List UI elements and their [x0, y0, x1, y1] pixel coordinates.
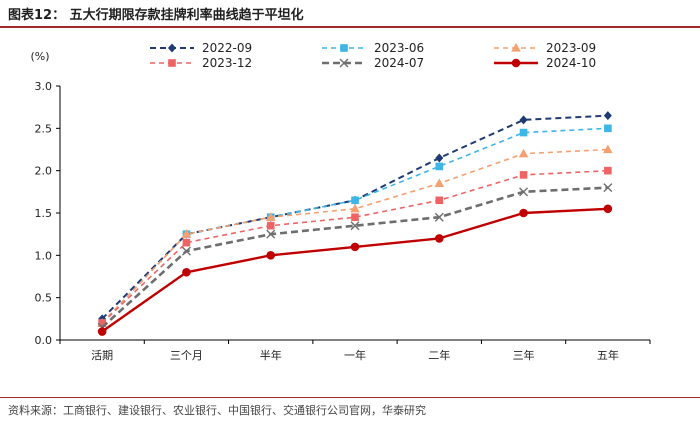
data-point-2024-07 [603, 183, 613, 193]
data-point-2024-10 [97, 327, 107, 336]
x-tick-label: 活期 [91, 349, 113, 362]
y-tick-label: 0.0 [35, 334, 53, 347]
x-tick-label: 二年 [428, 348, 450, 362]
data-point-2023-09 [603, 144, 613, 154]
y-tick-label: 0.5 [35, 292, 53, 305]
data-point-2022-09 [603, 111, 612, 121]
data-point-2024-10 [266, 251, 276, 260]
x-tick-label: 三个月 [170, 349, 203, 362]
data-point-2023-09 [181, 229, 192, 238]
y-tick-label: 2.5 [35, 122, 53, 135]
x-tick-label: 半年 [260, 348, 282, 362]
legend-label: 2023-09 [546, 41, 596, 55]
figure-title: 图表12： 五大行期限存款挂牌利率曲线趋于平坦化 [8, 8, 304, 23]
y-tick-label: 3.0 [35, 80, 53, 93]
data-point-2024-10 [182, 267, 191, 277]
data-point-2023-12 [519, 171, 528, 179]
legend-marker [168, 59, 176, 67]
title-divider [0, 26, 700, 28]
legend-marker [340, 44, 348, 52]
legend-label: 2024-10 [546, 56, 596, 70]
x-tick-label: 一年 [344, 348, 366, 362]
legend-marker [339, 58, 349, 68]
y-tick-label: 1.0 [35, 249, 53, 262]
legend-label: 2023-06 [374, 41, 424, 55]
data-point-2023-12 [98, 319, 106, 327]
legend-label: 2024-07 [374, 56, 424, 70]
data-point-2022-09 [435, 153, 444, 163]
figure-title-bar: 图表12： 五大行期限存款挂牌利率曲线趋于平坦化 [0, 0, 700, 26]
data-point-2023-12 [351, 213, 359, 222]
data-point-2023-12 [435, 196, 444, 205]
data-point-2024-07 [350, 221, 360, 231]
data-point-2023-06 [604, 124, 612, 133]
data-point-2024-07 [181, 246, 191, 256]
data-point-2024-10 [434, 234, 444, 243]
x-tick-label: 三年 [513, 348, 535, 362]
data-point-2024-07 [434, 212, 444, 222]
legend-marker [168, 43, 176, 53]
y-tick-label: 2.0 [35, 165, 53, 178]
data-point-2023-12 [604, 166, 612, 175]
x-tick-label: 五年 [597, 348, 619, 362]
data-point-2024-07 [519, 187, 529, 197]
data-point-2023-09 [518, 148, 529, 158]
legend-label: 2022-09 [202, 41, 252, 55]
legend-marker [511, 58, 521, 68]
data-point-2023-09 [265, 212, 276, 221]
data-point-2023-06 [519, 128, 528, 137]
data-point-2023-06 [435, 162, 444, 171]
series-line-2023-09 [101, 148, 608, 324]
data-point-2023-09 [350, 203, 360, 213]
legend-marker [511, 43, 521, 52]
data-point-2024-10 [519, 208, 528, 218]
y-tick-label: 1.5 [35, 207, 53, 220]
data-point-2024-07 [266, 229, 276, 239]
series-line-2024-10 [101, 207, 608, 333]
data-point-2023-12 [266, 221, 275, 230]
legend-label: 2023-12 [202, 56, 252, 70]
data-point-2024-10 [350, 242, 360, 252]
data-point-2022-09 [519, 115, 528, 125]
source-note: 资料来源：工商银行、建设银行、农业银行、中国银行、交通银行公司官网，华泰研究 [8, 404, 426, 417]
data-point-2024-10 [603, 204, 613, 214]
data-point-2023-06 [351, 196, 359, 205]
y-unit-label: (%) [30, 50, 49, 63]
line-chart: (%) 0.0 0.5 1.0 1.5 2.0 2.5 3.0 活期 三个月 半年 一年 二年 三年 五年 2… [30, 41, 651, 362]
data-point-2023-09 [434, 178, 445, 187]
data-point-2023-12 [182, 238, 191, 247]
footer-divider [0, 397, 700, 398]
